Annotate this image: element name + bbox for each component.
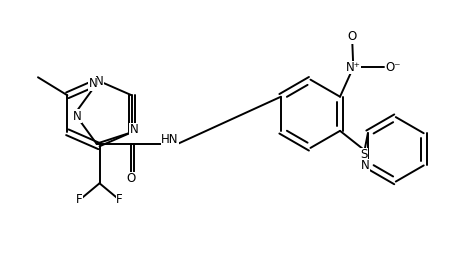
Text: N: N [130, 123, 138, 136]
Text: HN: HN [161, 133, 178, 146]
Text: S: S [360, 148, 367, 161]
Text: N⁺: N⁺ [346, 61, 361, 74]
Text: F: F [116, 193, 123, 206]
Text: O: O [126, 172, 135, 185]
Text: N: N [95, 75, 104, 88]
Text: F: F [76, 193, 83, 206]
Text: N: N [73, 110, 82, 123]
Text: O: O [348, 30, 357, 44]
Text: N: N [88, 77, 97, 90]
Text: N: N [361, 159, 370, 172]
Text: O⁻: O⁻ [386, 61, 401, 74]
